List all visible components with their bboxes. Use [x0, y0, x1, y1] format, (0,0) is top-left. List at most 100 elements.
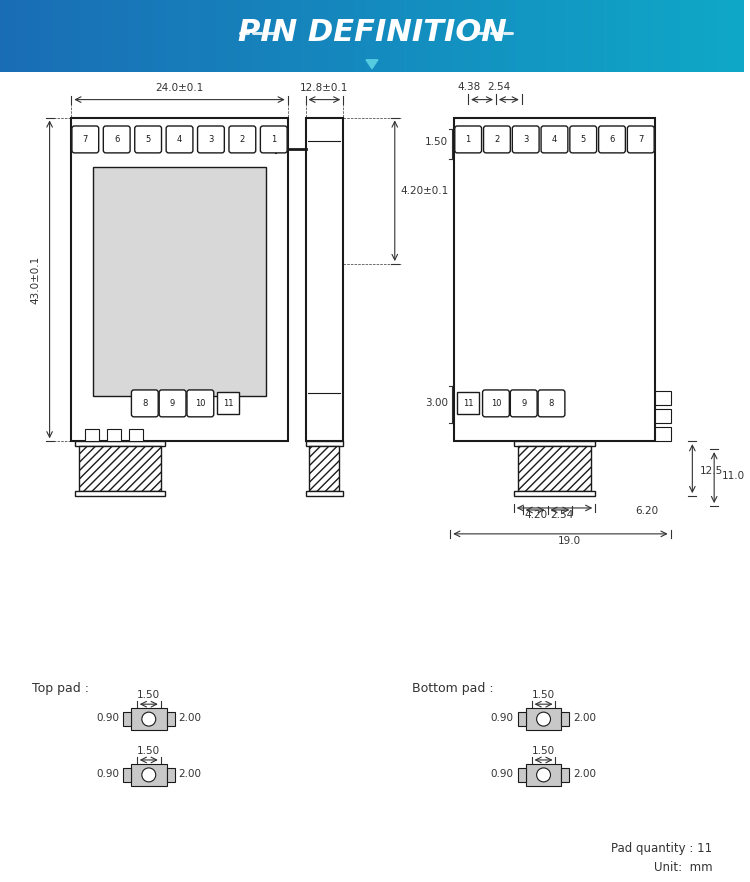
Bar: [80, 446, 160, 491]
Bar: [166, 712, 175, 726]
Text: 4.38: 4.38: [457, 82, 480, 92]
Bar: [454, 117, 655, 441]
Text: Bottom pad :: Bottom pad :: [412, 683, 494, 695]
Text: 4.20±0.1: 4.20±0.1: [400, 186, 449, 196]
FancyBboxPatch shape: [538, 390, 565, 417]
Bar: [71, 117, 288, 441]
FancyBboxPatch shape: [135, 126, 161, 153]
Bar: [166, 768, 175, 781]
Bar: [129, 430, 142, 441]
FancyBboxPatch shape: [166, 126, 193, 153]
Text: PIN DEFINITION: PIN DEFINITION: [238, 19, 506, 48]
FancyBboxPatch shape: [197, 126, 224, 153]
Text: 3: 3: [209, 135, 214, 144]
Text: 1.50: 1.50: [137, 746, 160, 756]
Bar: [305, 117, 344, 441]
Text: 0.90: 0.90: [96, 769, 119, 779]
Text: 24.0±0.1: 24.0±0.1: [155, 83, 204, 93]
Text: Top pad :: Top pad :: [32, 683, 88, 695]
Bar: [514, 491, 596, 496]
Text: 1.50: 1.50: [532, 746, 555, 756]
FancyBboxPatch shape: [482, 390, 509, 417]
Text: 7: 7: [82, 135, 88, 144]
Bar: [305, 491, 344, 496]
Bar: [518, 446, 591, 491]
Text: 5: 5: [146, 135, 151, 144]
Circle shape: [536, 712, 550, 726]
Text: 8: 8: [549, 399, 554, 407]
Bar: [76, 491, 165, 496]
Circle shape: [142, 712, 156, 726]
Bar: [131, 764, 166, 786]
Bar: [526, 708, 562, 730]
Bar: [107, 430, 121, 441]
Text: 43.0±0.1: 43.0±0.1: [31, 255, 40, 303]
Text: 12.8±0.1: 12.8±0.1: [300, 83, 349, 93]
Bar: [518, 712, 526, 726]
Polygon shape: [366, 60, 378, 69]
Bar: [305, 441, 344, 446]
Text: 4: 4: [552, 135, 557, 144]
FancyBboxPatch shape: [159, 390, 186, 417]
Text: 6.20: 6.20: [635, 506, 658, 516]
Text: 1.50: 1.50: [137, 691, 160, 700]
FancyBboxPatch shape: [484, 126, 510, 153]
Text: 6: 6: [114, 135, 119, 144]
Bar: [86, 430, 99, 441]
Circle shape: [142, 768, 156, 781]
Bar: [310, 446, 339, 491]
Text: 3.00: 3.00: [425, 399, 448, 408]
Text: 12.5: 12.5: [700, 466, 724, 475]
Text: 11.0: 11.0: [722, 471, 746, 481]
FancyBboxPatch shape: [187, 390, 214, 417]
Bar: [655, 392, 670, 406]
Text: 2.00: 2.00: [573, 769, 596, 779]
Text: 4.20: 4.20: [524, 510, 548, 519]
FancyBboxPatch shape: [260, 126, 287, 153]
FancyBboxPatch shape: [510, 390, 537, 417]
Bar: [93, 168, 266, 396]
Text: Pad quantity : 11
Unit:  mm: Pad quantity : 11 Unit: mm: [611, 841, 712, 874]
Text: 9: 9: [170, 399, 176, 407]
Bar: [562, 712, 569, 726]
Text: 5: 5: [580, 135, 586, 144]
Text: 2.54: 2.54: [487, 82, 510, 92]
Text: 2.00: 2.00: [178, 714, 202, 723]
Text: 0.90: 0.90: [96, 714, 119, 723]
Bar: [131, 708, 166, 730]
Text: 2.00: 2.00: [178, 769, 202, 779]
Text: 0.90: 0.90: [490, 769, 514, 779]
Text: 11: 11: [463, 399, 473, 407]
Text: 1.50: 1.50: [532, 691, 555, 700]
Bar: [514, 441, 596, 446]
FancyBboxPatch shape: [512, 126, 539, 153]
Bar: [123, 768, 131, 781]
FancyBboxPatch shape: [131, 390, 158, 417]
Text: 19.0: 19.0: [558, 536, 581, 546]
Text: 2: 2: [494, 135, 500, 144]
FancyBboxPatch shape: [72, 126, 99, 153]
Circle shape: [536, 768, 550, 781]
Bar: [655, 427, 670, 441]
Text: 2.00: 2.00: [573, 714, 596, 723]
Bar: [458, 392, 479, 415]
Bar: [217, 392, 239, 415]
FancyBboxPatch shape: [541, 126, 568, 153]
Bar: [562, 768, 569, 781]
Bar: [123, 712, 131, 726]
Text: 1: 1: [272, 135, 277, 144]
FancyBboxPatch shape: [570, 126, 597, 153]
FancyBboxPatch shape: [104, 126, 130, 153]
Text: 6: 6: [609, 135, 615, 144]
Text: 8: 8: [142, 399, 148, 407]
Bar: [526, 764, 562, 786]
Text: 1: 1: [466, 135, 471, 144]
Text: 4: 4: [177, 135, 182, 144]
FancyBboxPatch shape: [454, 126, 482, 153]
Bar: [518, 768, 526, 781]
Text: 10: 10: [490, 399, 501, 407]
FancyBboxPatch shape: [628, 126, 654, 153]
Text: 2: 2: [240, 135, 245, 144]
Text: 3: 3: [523, 135, 529, 144]
Text: 0.90: 0.90: [490, 714, 514, 723]
